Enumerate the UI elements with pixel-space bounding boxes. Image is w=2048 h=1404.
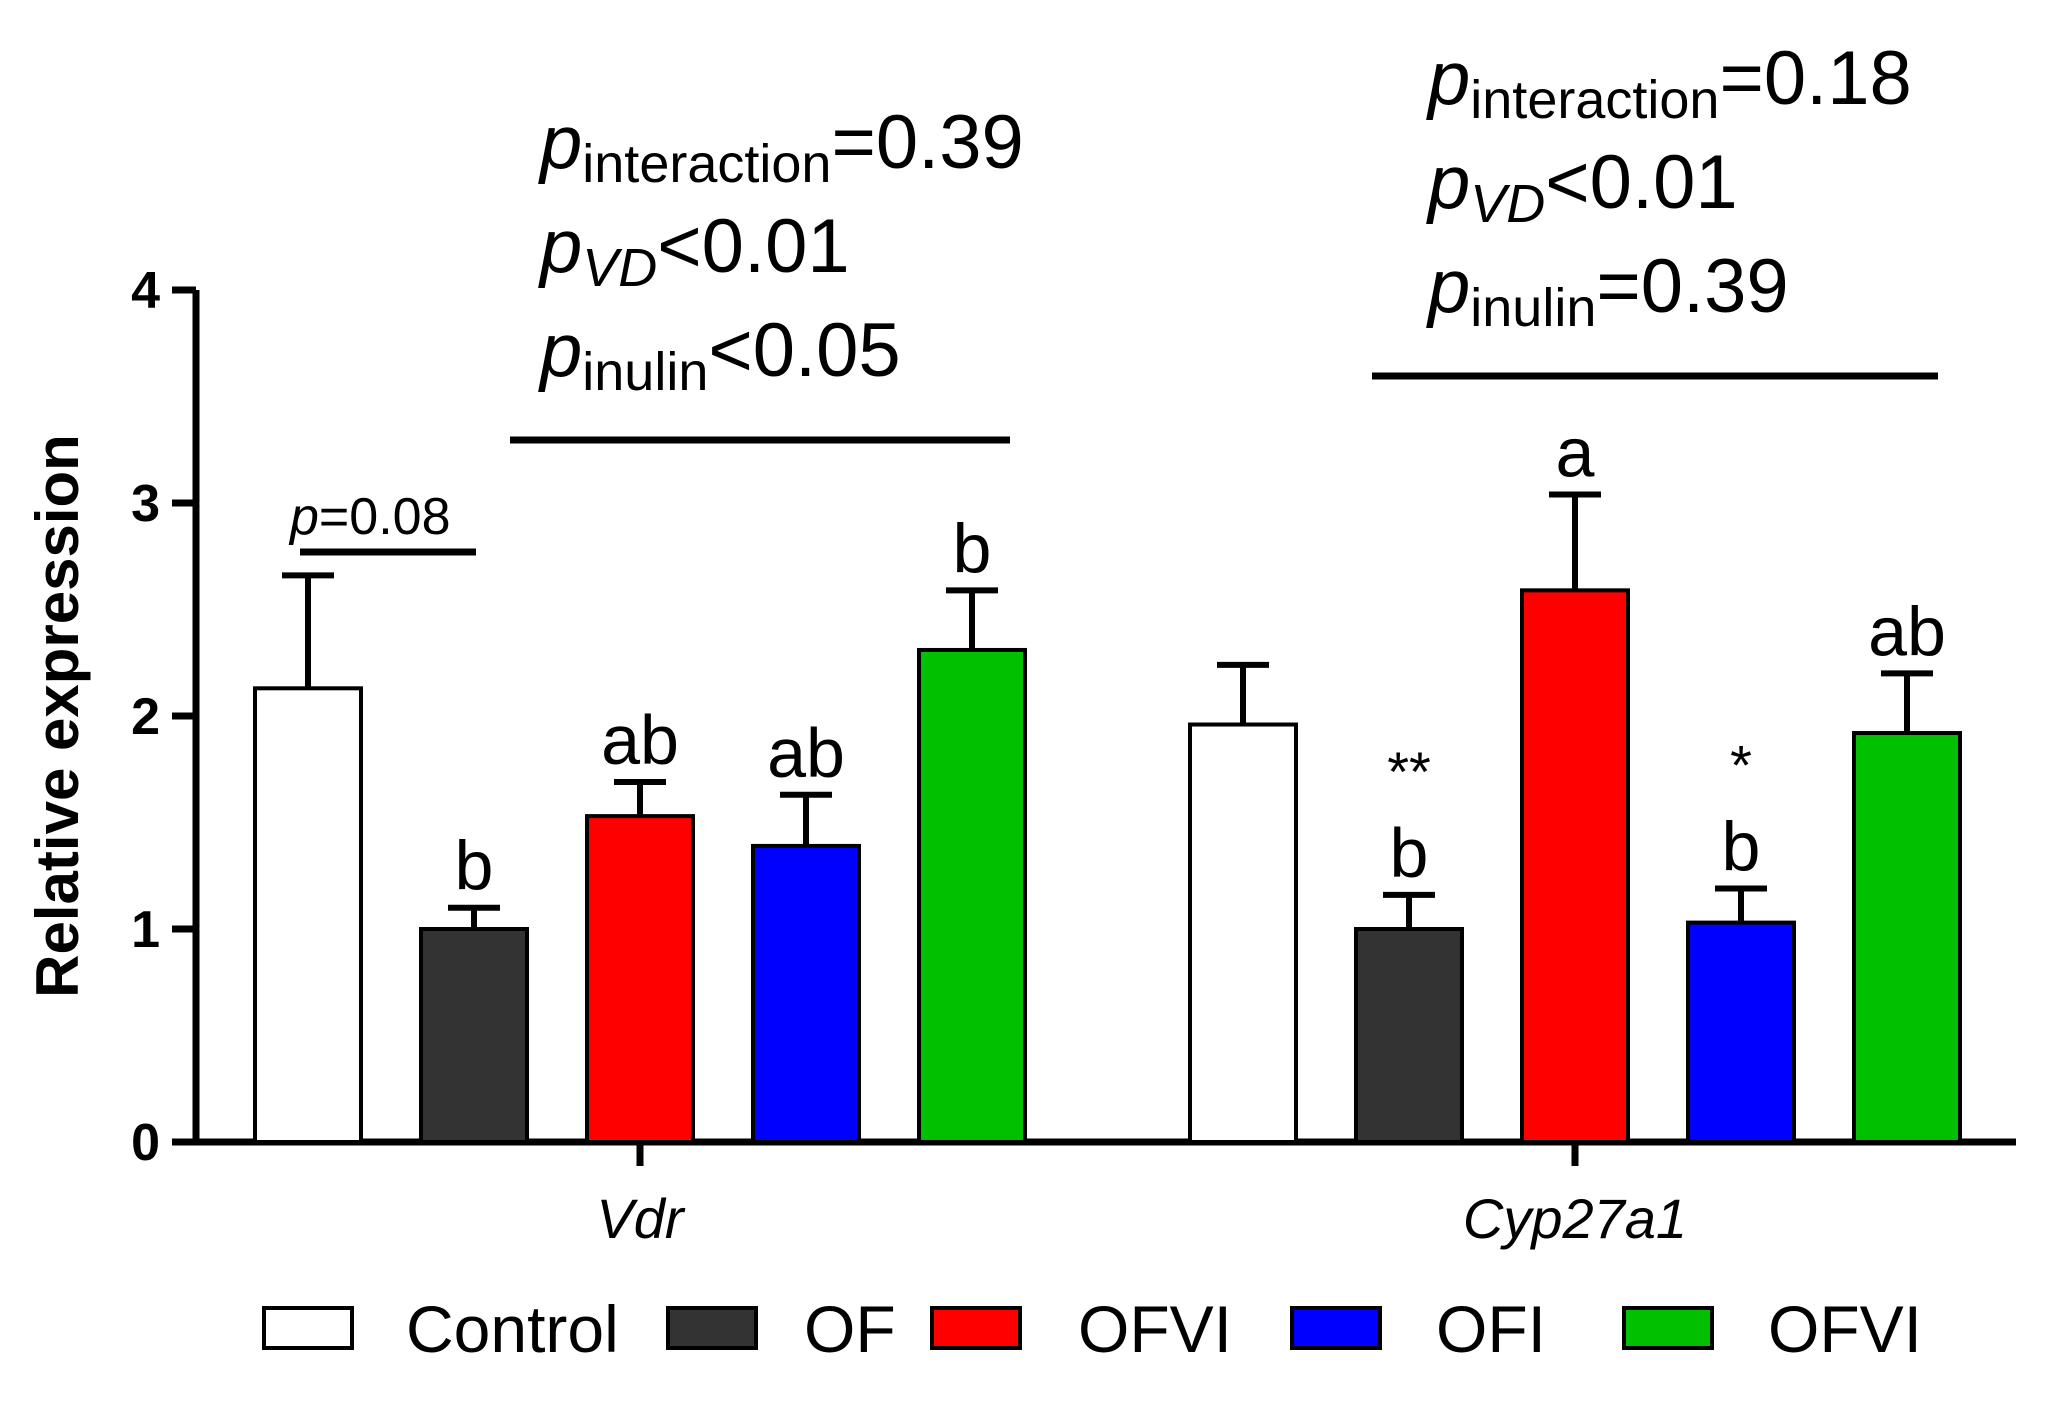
significance-label: b [1390,814,1429,892]
bar [253,686,363,1144]
legend-label: OF [804,1292,896,1366]
legend-label: OFVI [1768,1292,1922,1366]
vdr-stat-text: pinulin<0.05 [538,308,901,402]
bar [1686,920,1796,1144]
significance-label: a [1556,413,1595,491]
legend-swatch [666,1306,758,1350]
significance-label: ab [767,714,845,792]
y-tick-label: 1 [131,901,160,959]
significance-star: ** [1387,740,1431,803]
comparison-p-value: p=0.08 [288,488,451,546]
legend-swatch [930,1306,1022,1350]
cyp27a1-stat-text: pinteraction=0.18 [1426,36,1912,130]
y-tick-label: 2 [131,688,160,746]
significance-label: ab [601,701,679,779]
significance-label: b [1722,808,1761,886]
bar [751,843,861,1144]
x-category-label: Vdr [596,1187,685,1250]
significance-label: b [455,827,494,905]
bar [1852,731,1962,1144]
bar [1520,588,1630,1144]
significance-star: * [1730,734,1752,797]
legend-label: OFVI [1078,1292,1232,1366]
vdr-stat-text: pinteraction=0.39 [538,100,1024,194]
vdr-stat-text: pVD<0.01 [538,204,850,298]
cyp27a1-stat-text: pinulin=0.39 [1426,244,1789,338]
bar [917,647,1027,1144]
legend-label: Control [406,1292,619,1366]
y-axis-label: Relative expression [24,434,91,998]
significance-label: ab [1868,592,1946,670]
y-tick-label: 4 [131,262,160,320]
bar [1188,722,1298,1145]
cyp27a1-stat-text: pVD<0.01 [1426,140,1738,234]
y-tick-label: 0 [131,1114,160,1172]
bar [419,927,529,1144]
legend-swatch [1290,1306,1382,1350]
bar [585,814,695,1144]
legend-swatch [262,1306,354,1350]
legend-label: OFI [1436,1292,1546,1366]
y-tick-label: 3 [131,475,160,533]
legend-swatch [1622,1306,1714,1350]
significance-label: b [953,509,992,587]
bar [1354,927,1464,1144]
x-category-label: Cyp27a1 [1463,1187,1687,1250]
